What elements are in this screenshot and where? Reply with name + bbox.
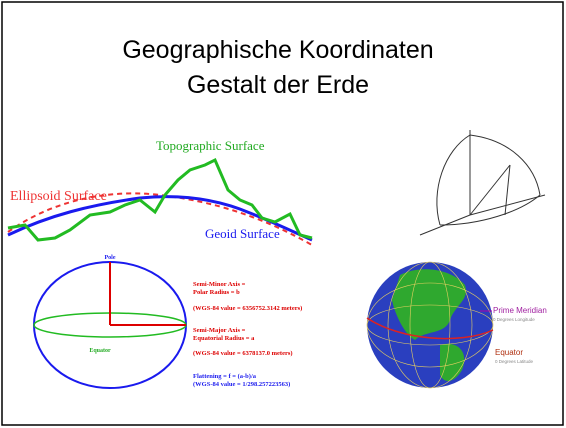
label: Ellipsoid Surface — [10, 189, 107, 204]
title-line: Geographische Koordinaten — [122, 36, 433, 64]
label: Geoid Surface — [205, 226, 280, 241]
label: Semi-Minor Axis = — [193, 281, 246, 288]
title-line: Gestalt der Erde — [187, 71, 369, 99]
geoid-line — [7, 195, 313, 242]
label: Polar Radius = b — [193, 289, 240, 296]
label: 0 Degrees Longitude — [493, 317, 535, 322]
label: Flattening = f = (a-b)/a — [193, 373, 257, 380]
label: Prime Meridian — [493, 306, 547, 315]
coordinate-sketch — [419, 130, 546, 236]
label: 0 Degrees Latitude — [495, 359, 534, 364]
label: Equator — [495, 348, 523, 357]
label: Semi-Major Axis = — [193, 327, 246, 334]
surface-diagram: Topographic Surface Ellipsoid Surface Ge… — [7, 138, 313, 246]
label: (WGS-84 value = 1/298.257223563) — [193, 381, 290, 388]
topographic-line — [7, 157, 313, 242]
label: Pole — [105, 255, 116, 261]
ellipse-diagram: Pole Equator Semi-Minor Axis = Polar Rad… — [33, 255, 302, 389]
label: Topographic Surface — [156, 138, 265, 153]
globe: Prime Meridian 0 Degrees Longitude Equat… — [366, 261, 547, 389]
label: Equatorial Radius = a — [193, 335, 255, 342]
label: Equator — [89, 348, 111, 354]
ellipsoid-line — [7, 192, 313, 246]
label: (WGS-84 value = 6378137.0 meters) — [193, 350, 293, 357]
label: (WGS-84 value = 6356752.3142 meters) — [193, 305, 302, 312]
